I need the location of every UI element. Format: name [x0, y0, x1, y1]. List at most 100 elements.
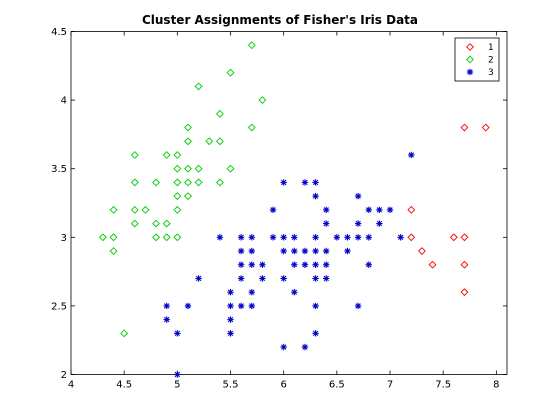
data-point	[195, 275, 202, 282]
data-point	[173, 205, 182, 214]
data-point	[215, 137, 224, 146]
y-tick-label: 3	[61, 233, 67, 244]
data-point	[184, 302, 192, 310]
data-point	[162, 233, 171, 242]
data-point	[184, 178, 192, 187]
data-point	[280, 247, 287, 255]
data-point	[194, 178, 203, 187]
x-tick-label: 8	[493, 380, 499, 391]
data-point	[365, 234, 372, 241]
data-point	[227, 288, 234, 296]
data-point	[323, 275, 330, 282]
data-point	[312, 179, 319, 186]
data-point	[291, 288, 298, 296]
data-point	[247, 123, 256, 132]
data-point	[215, 109, 224, 118]
data-point	[312, 192, 319, 200]
legend-marker	[466, 43, 474, 51]
x-tick-label: 5.5	[223, 380, 239, 391]
data-point	[226, 164, 235, 173]
x-tick-label: 6.5	[329, 380, 345, 391]
data-point	[408, 151, 415, 159]
legend-marker	[466, 55, 474, 64]
legend-marker	[466, 68, 474, 76]
data-point	[323, 220, 330, 227]
data-point	[237, 261, 245, 268]
data-point	[259, 275, 266, 282]
data-point	[323, 261, 330, 268]
data-point	[460, 233, 469, 242]
data-point	[301, 343, 309, 351]
data-point	[312, 234, 319, 241]
data-point	[227, 302, 234, 310]
data-point	[184, 164, 192, 173]
data-point	[152, 178, 161, 187]
data-point	[98, 233, 107, 242]
data-point	[312, 247, 319, 255]
data-point	[344, 247, 351, 255]
data-point	[248, 302, 255, 310]
x-tick-label: 7	[387, 380, 393, 391]
data-point	[312, 330, 319, 337]
data-point	[248, 261, 255, 268]
data-points	[98, 41, 490, 378]
data-point	[130, 219, 139, 228]
data-point	[354, 234, 362, 241]
data-point	[237, 302, 245, 310]
data-point	[323, 247, 330, 255]
y-tick-label: 2	[61, 370, 67, 381]
data-point	[173, 151, 182, 159]
legend-box	[454, 37, 500, 82]
legend-label: 1	[488, 43, 494, 53]
data-point	[130, 205, 139, 214]
data-point	[397, 234, 404, 241]
data-point	[333, 234, 341, 241]
y-tick-label: 4	[61, 96, 67, 107]
data-point	[109, 233, 118, 242]
data-point	[376, 220, 383, 227]
data-point	[237, 275, 245, 282]
data-point	[291, 234, 298, 241]
legend-label: 3	[488, 68, 494, 78]
data-point	[174, 330, 181, 337]
data-point	[130, 178, 139, 187]
data-point	[323, 206, 330, 214]
data-point	[407, 233, 416, 242]
data-point	[269, 234, 277, 241]
data-point	[301, 247, 309, 255]
data-point	[344, 234, 351, 241]
data-point	[312, 261, 319, 268]
data-point	[460, 288, 469, 297]
data-point	[163, 302, 170, 310]
data-point	[184, 192, 192, 201]
data-point	[269, 206, 277, 214]
data-point	[428, 260, 437, 269]
data-point	[280, 343, 287, 351]
data-point	[109, 205, 118, 214]
data-point	[173, 178, 182, 187]
data-point	[386, 206, 394, 214]
data-point	[248, 288, 255, 296]
data-point	[216, 234, 224, 241]
data-point	[141, 205, 150, 214]
data-point	[173, 233, 182, 242]
data-point	[247, 41, 256, 50]
data-point	[301, 261, 309, 268]
data-point	[258, 96, 267, 105]
series-1	[407, 123, 490, 297]
data-point	[365, 206, 372, 214]
data-point	[162, 151, 171, 159]
data-point	[460, 260, 469, 269]
data-point	[312, 275, 319, 282]
y-tick-label: 2.5	[51, 301, 67, 312]
data-point	[109, 247, 118, 255]
data-point	[460, 123, 469, 132]
x-tick-label: 4.5	[116, 380, 132, 391]
data-point	[449, 233, 458, 242]
data-point	[291, 261, 298, 268]
plot-area	[70, 31, 508, 375]
data-point	[226, 68, 235, 77]
data-point	[162, 219, 171, 228]
data-point	[120, 329, 129, 338]
x-tick-label: 4	[68, 380, 74, 391]
